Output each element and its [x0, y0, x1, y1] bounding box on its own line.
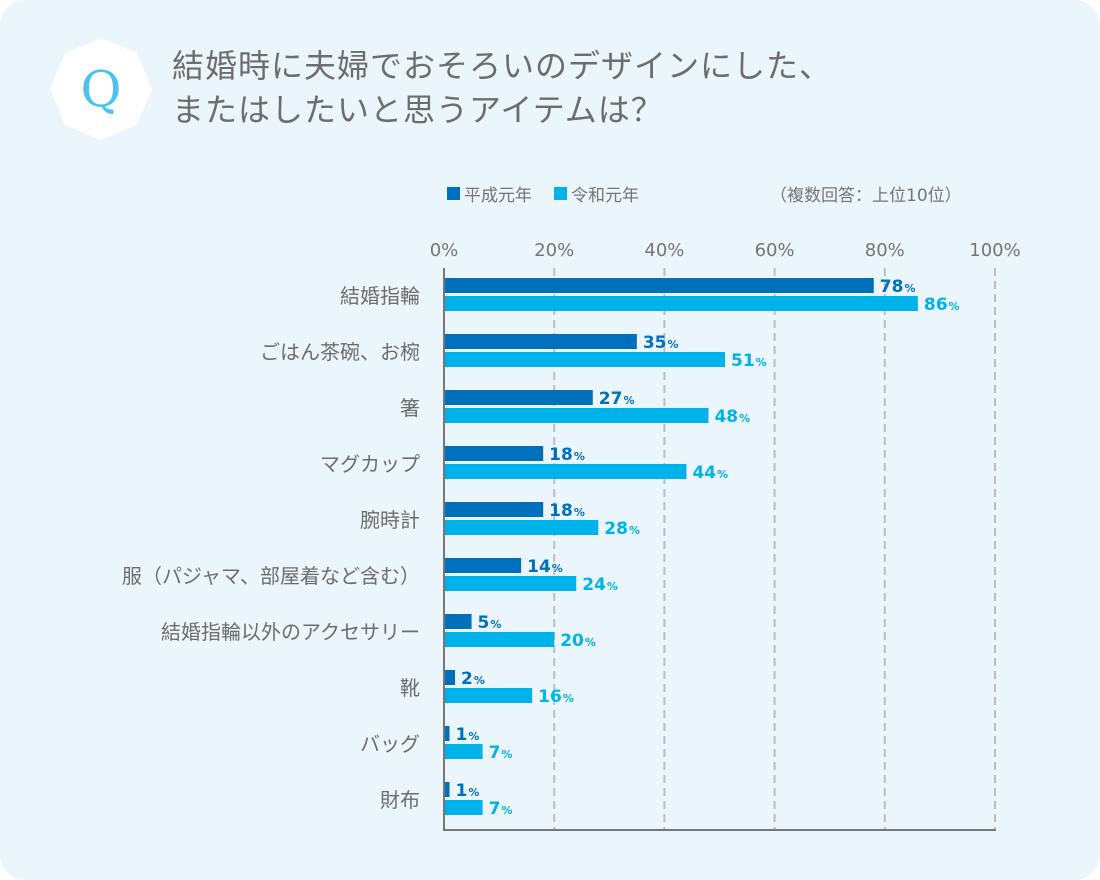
question-letter: Q — [80, 60, 122, 118]
data-label: 78% — [880, 277, 916, 297]
legend-swatch-reiwa — [554, 187, 567, 200]
data-label: 1% — [456, 725, 480, 745]
bar-reiwa — [444, 520, 599, 535]
bar-heisei — [444, 670, 456, 685]
data-label: 7% — [489, 743, 513, 763]
bar-heisei — [444, 278, 874, 293]
bar-reiwa — [444, 464, 687, 479]
bar-heisei — [444, 558, 522, 573]
bar-reiwa — [444, 576, 577, 591]
data-label: 28% — [604, 519, 640, 539]
chart-title: 結婚時に夫婦でおそろいのデザインにした、 またはしたいと思うアイテムは？ — [172, 44, 832, 132]
legend: 平成元年 令和元年 — [447, 181, 661, 206]
question-badge: Q — [50, 38, 152, 140]
data-label: 24% — [582, 575, 618, 595]
bar-reiwa — [444, 296, 918, 311]
data-label: 1% — [456, 781, 480, 801]
data-label: 2% — [461, 669, 485, 689]
bar-heisei — [444, 782, 450, 797]
bar-heisei — [444, 726, 450, 741]
category-label: 腕時計 — [360, 508, 420, 532]
bar-reiwa — [444, 408, 709, 423]
category-label: バッグ — [360, 732, 420, 756]
bar-heisei — [444, 390, 593, 405]
data-label: 14% — [527, 557, 563, 577]
bar-heisei — [444, 446, 544, 461]
legend-label-heisei: 平成元年 — [464, 186, 532, 206]
category-label: 結婚指輪以外のアクセサリー — [161, 620, 420, 644]
bar-reiwa — [444, 800, 483, 815]
octagon-badge-icon — [50, 38, 152, 140]
bar-reiwa — [444, 744, 483, 759]
category-label: 財布 — [380, 788, 420, 812]
legend-item-reiwa: 令和元年 — [554, 181, 639, 206]
x-tick-label: 100% — [969, 240, 1020, 261]
data-label: 86% — [924, 295, 960, 315]
title-line-2: またはしたいと思うアイテムは？ — [172, 91, 664, 129]
category-label: 靴 — [400, 676, 420, 700]
legend-label-reiwa: 令和元年 — [571, 186, 639, 206]
data-label: 18% — [549, 445, 585, 465]
category-label: ごはん茶碗、お椀 — [260, 340, 420, 364]
x-tick-label: 80% — [865, 240, 905, 261]
legend-item-heisei: 平成元年 — [447, 181, 532, 206]
bar-heisei — [444, 502, 544, 517]
category-label: マグカップ — [320, 452, 420, 476]
data-label: 7% — [489, 799, 513, 819]
data-label: 5% — [478, 613, 502, 633]
category-label: 箸 — [400, 396, 420, 420]
bar-reiwa — [444, 352, 726, 367]
legend-swatch-heisei — [447, 187, 460, 200]
category-label: 結婚指輪 — [340, 284, 420, 308]
x-tick-label: 20% — [534, 240, 574, 261]
data-label: 20% — [560, 631, 596, 651]
title-line-1: 結婚時に夫婦でおそろいのデザインにした、 — [172, 47, 833, 85]
bar-heisei — [444, 334, 637, 349]
bar-heisei — [444, 614, 472, 629]
data-label: 27% — [599, 389, 635, 409]
category-label: 服（パジャマ、部屋着など含む） — [122, 564, 420, 588]
data-label: 44% — [692, 463, 728, 483]
data-label: 48% — [714, 407, 750, 427]
data-label: 35% — [643, 333, 679, 353]
x-tick-label: 40% — [644, 240, 684, 261]
data-label: 18% — [549, 501, 585, 521]
x-tick-label: 60% — [755, 240, 795, 261]
bar-reiwa — [444, 632, 555, 647]
data-label: 16% — [538, 687, 574, 707]
data-label: 51% — [731, 351, 767, 371]
x-tick-label: 0% — [430, 240, 459, 261]
bar-reiwa — [444, 688, 533, 703]
survey-note: （複数回答：上位10位） — [770, 186, 962, 206]
